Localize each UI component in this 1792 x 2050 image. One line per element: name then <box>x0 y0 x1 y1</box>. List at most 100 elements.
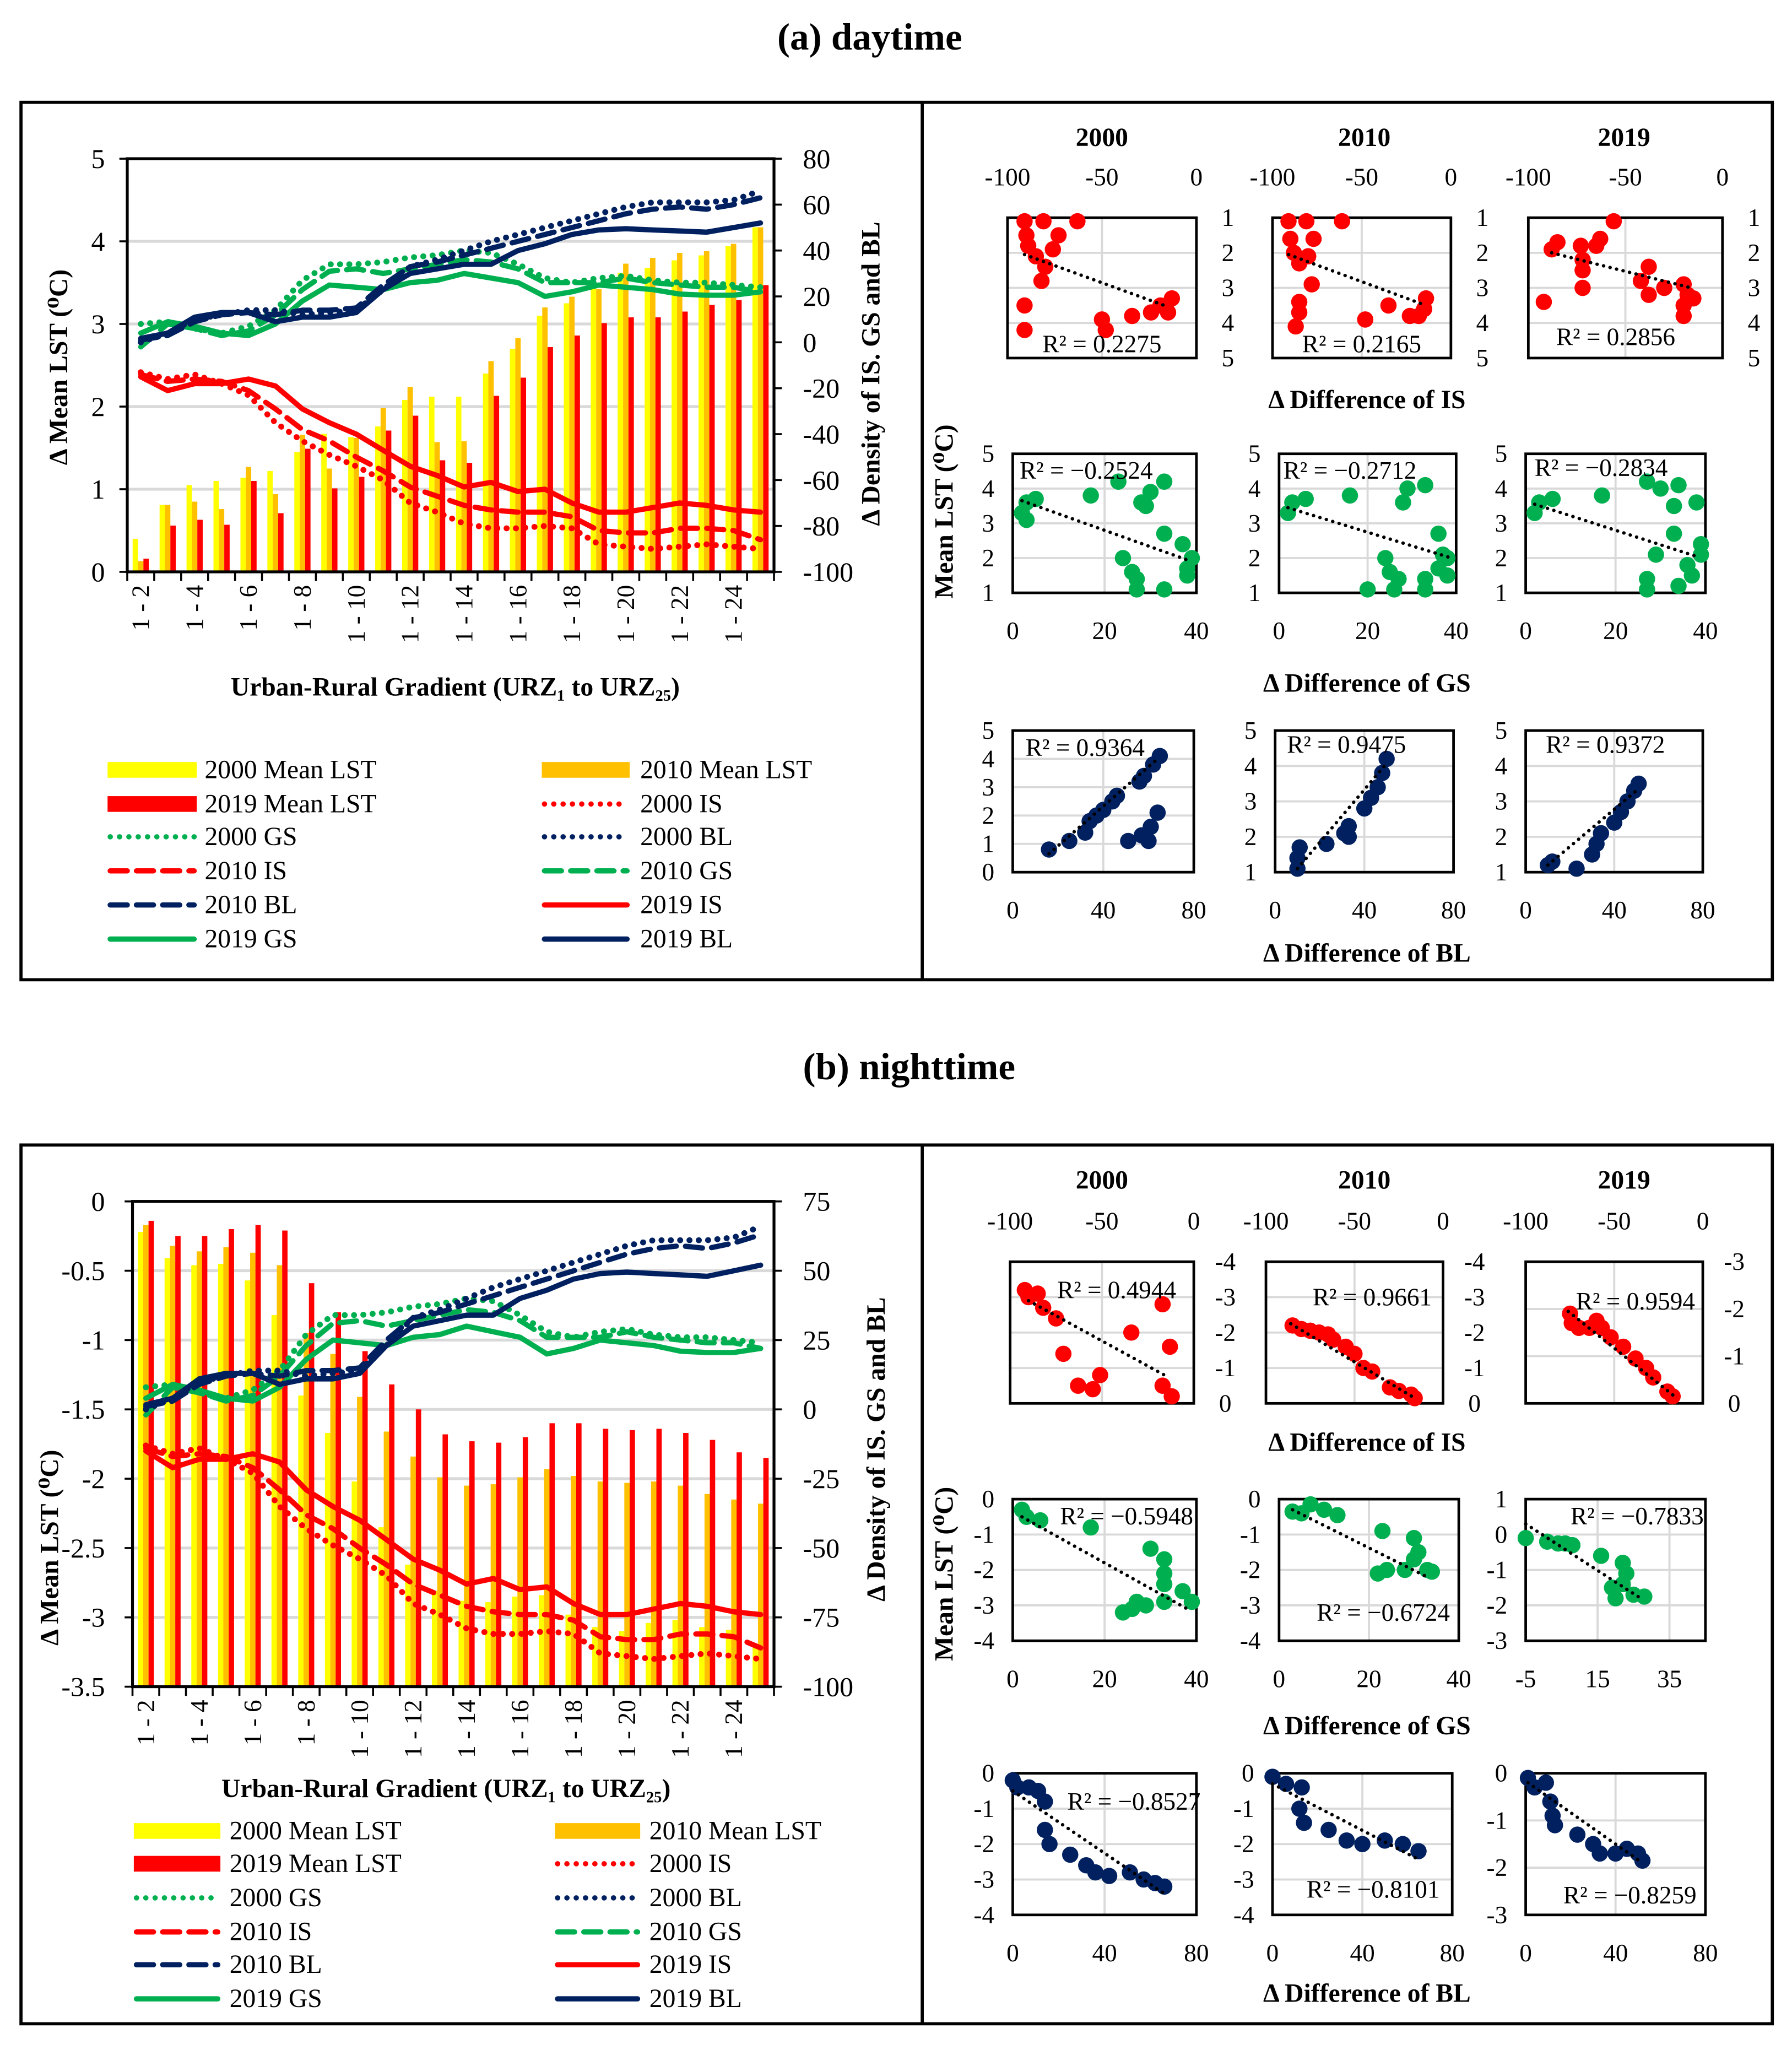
bar-2010-mean-lst <box>434 442 440 572</box>
scatter-point <box>1354 1836 1371 1852</box>
x-tick-label: 1 - 10 <box>346 1700 373 1757</box>
left-tick-label: 4 <box>91 226 105 257</box>
y-tick-label: 2 <box>1495 544 1508 572</box>
scatter-point <box>1417 477 1433 494</box>
y-tick-label: -1 <box>1487 1806 1508 1834</box>
y-tick-label: 0 <box>982 1760 994 1787</box>
scatter-point <box>1692 547 1709 563</box>
legend-item-2019-mean-lst: 2019 Mean LST <box>107 789 377 818</box>
y-tick-label: 3 <box>1495 510 1508 537</box>
y-tick-label: 5 <box>1495 717 1508 744</box>
bar-2019-mean-lst <box>175 1236 181 1687</box>
y-tick-label: 1 <box>1748 204 1761 231</box>
y-tick-label: 3 <box>1248 510 1261 537</box>
trendline <box>1022 252 1166 307</box>
trendline <box>1288 1322 1417 1400</box>
x-tick-label: 0 <box>1697 1207 1709 1235</box>
y-tick-label: -3 <box>1233 1866 1254 1894</box>
scatter-point <box>1282 230 1299 247</box>
scatter-point <box>1544 490 1561 507</box>
right-axis-title: Δ Density of IS. GS and BL <box>862 1297 891 1601</box>
chart-legend: 2000 Mean LST 2010 Mean LST 2019 Mean LST 2… <box>107 755 812 954</box>
y-tick-label: -1 <box>1487 1556 1508 1584</box>
legend-label: 2019 BL <box>640 925 733 954</box>
x-tick-label: 1 - 8 <box>293 1700 320 1745</box>
x-tick-label: -50 <box>1085 163 1118 191</box>
bar-2000-mean-lst <box>512 1596 518 1687</box>
trendline <box>1020 1515 1189 1611</box>
scatter-point <box>1405 1530 1422 1546</box>
scatter-point <box>1291 839 1308 856</box>
scatter-point <box>1291 255 1308 272</box>
trendline <box>1550 251 1693 290</box>
scatter-point <box>1280 213 1297 230</box>
bar-2000-mean-lst <box>186 485 192 572</box>
bar-2019-mean-lst <box>576 1423 582 1687</box>
scatter-point <box>1179 567 1195 584</box>
y-tick-label: 4 <box>1222 309 1235 337</box>
panel-title: (a) daytime <box>777 15 962 58</box>
scatter-point <box>1161 1338 1178 1355</box>
legend-label: 2019 IS <box>640 891 722 919</box>
bar-2019-mean-lst <box>335 1312 341 1687</box>
scatter-plot-2010: 0 40 80 1 2 3 4 5 R² = 0.9475 <box>1244 717 1466 924</box>
bar-2000-mean-lst <box>132 538 138 572</box>
line-2010-is <box>138 371 764 543</box>
scatter-point <box>1163 1388 1180 1405</box>
scatter-plot-2019: 0 20 40 1 2 3 4 5 R² = −0.2834 <box>1495 440 1718 645</box>
left-tick-label: 0 <box>91 1186 105 1217</box>
bar-2010-mean-lst <box>542 307 548 572</box>
x-tick-label: -50 <box>1085 1207 1118 1235</box>
scatter-point <box>1018 1508 1035 1526</box>
line-2000-is <box>138 369 764 552</box>
y-tick-label: -2 <box>1215 1319 1236 1346</box>
legend-item-2000-mean-lst: 2000 Mean LST <box>107 755 377 784</box>
bar-2019-mean-lst <box>630 1430 635 1687</box>
bar-2000-mean-lst <box>245 1280 251 1687</box>
x-tick-label: 1 - 24 <box>720 585 748 643</box>
bar-2000-mean-lst <box>348 437 354 572</box>
scatter-point <box>1044 241 1062 258</box>
left-axis-title: Δ Mean LST (⁰C) <box>35 1450 64 1646</box>
r-squared-label: R² = 0.4944 <box>1057 1276 1176 1304</box>
bar-2019-mean-lst <box>736 300 742 572</box>
bar-2000-mean-lst <box>591 286 597 572</box>
bar-2010-mean-lst <box>650 258 656 572</box>
scatter-frame <box>1524 729 1704 874</box>
scatter-point <box>1531 494 1547 511</box>
legend-item-2010-bl: 2010 BL <box>107 891 297 919</box>
r-squared-label: R² = 0.2856 <box>1556 323 1675 351</box>
scatter-point <box>1101 1868 1118 1884</box>
y-tick-label: -2 <box>1233 1830 1254 1858</box>
scatter-point <box>1287 318 1304 335</box>
bar-2000-mean-lst <box>618 273 624 572</box>
y-tick-label: 5 <box>982 440 994 468</box>
scatter-point <box>1591 1845 1608 1862</box>
y-tick-label: 5 <box>1222 344 1235 372</box>
bar-2010-mean-lst <box>517 1477 523 1687</box>
scatter-point <box>1018 511 1035 528</box>
scatter-point <box>1399 480 1416 497</box>
scatter-point <box>1037 1793 1053 1810</box>
x-tick-label: 0 <box>1519 896 1532 924</box>
bar-2019-mean-lst <box>496 1442 502 1687</box>
scatter-frame <box>1006 216 1198 360</box>
bar-2000-mean-lst <box>240 477 246 572</box>
y-tick-label: 5 <box>982 717 994 744</box>
bar-2019-mean-lst <box>415 1409 421 1687</box>
r-squared-label: R² = −0.8101 <box>1307 1876 1440 1903</box>
scatter-point <box>1639 473 1655 490</box>
y-tick-label: 1 <box>1495 858 1508 886</box>
bar-2010-mean-lst <box>357 1397 362 1687</box>
scatter-plot-2010: 0 20 40 -4 -3 -2 -1 0 R² = −0.6724 <box>1240 1485 1471 1692</box>
y-tick-label: 4 <box>1248 475 1261 502</box>
x-tick-label: 0 <box>1266 1939 1279 1967</box>
bar-2010-mean-lst <box>330 1354 336 1687</box>
bar-2010-mean-lst <box>544 1469 550 1687</box>
bar-2000-mean-lst <box>725 246 731 572</box>
right-tick-label: -40 <box>803 419 840 450</box>
scatter-point <box>1027 490 1044 507</box>
legend-label: 2000 IS <box>649 1849 732 1878</box>
scatter-plot-2000: -100 -50 01 2 3 4 5 R² = 0.2275 <box>984 163 1234 372</box>
bar-2010-mean-lst <box>757 227 764 572</box>
